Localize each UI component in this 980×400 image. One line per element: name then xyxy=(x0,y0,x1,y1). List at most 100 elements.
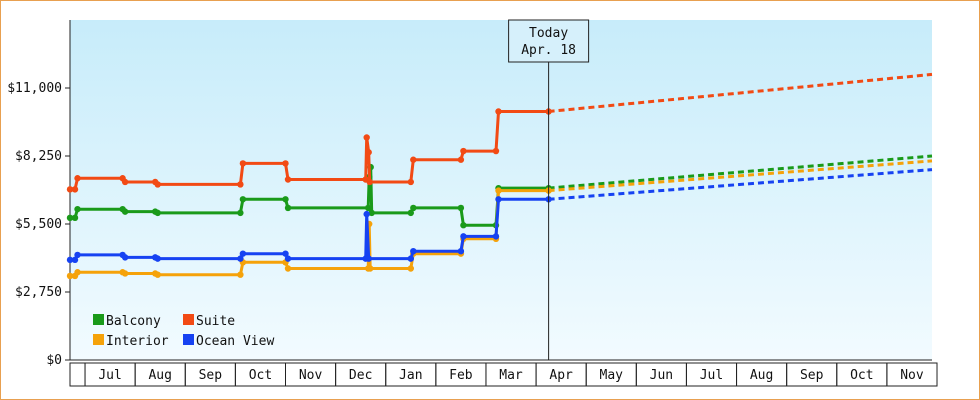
data-point xyxy=(284,265,292,272)
data-point xyxy=(495,196,502,203)
data-point xyxy=(239,250,247,257)
data-point xyxy=(410,156,417,163)
data-point xyxy=(363,210,370,218)
data-point xyxy=(284,176,292,183)
legend-label: Balcony xyxy=(106,314,161,329)
month-label: Aug xyxy=(750,368,773,383)
data-point xyxy=(457,156,465,163)
projection-line xyxy=(548,154,933,190)
data-point xyxy=(366,178,373,186)
projection-line xyxy=(548,168,933,201)
legend-label: Suite xyxy=(196,314,235,329)
y-tick-label: $5,500 xyxy=(15,217,62,232)
data-point xyxy=(284,255,292,262)
data-point xyxy=(121,254,129,261)
data-point xyxy=(364,204,372,212)
data-point xyxy=(66,256,74,264)
today-date: Apr. 18 xyxy=(521,43,576,58)
legend-swatch xyxy=(183,314,194,325)
data-point xyxy=(368,209,375,217)
month-label: Mar xyxy=(499,368,523,383)
data-point xyxy=(284,204,292,212)
legend-label: Ocean View xyxy=(196,334,274,349)
data-point xyxy=(495,108,502,115)
data-point xyxy=(366,265,374,272)
month-label: Feb xyxy=(449,368,473,383)
y-axis: $0 $2,750 $5,500 $8,250 $11,000 xyxy=(7,20,71,368)
y-tick-label: $2,750 xyxy=(15,285,62,300)
data-point xyxy=(363,134,370,141)
series-layer xyxy=(66,72,933,280)
month-label: Jan xyxy=(399,368,422,383)
data-point xyxy=(460,147,467,155)
projection-line xyxy=(548,72,933,113)
data-point xyxy=(410,204,417,212)
legend-swatch xyxy=(93,334,104,345)
data-point xyxy=(237,271,244,278)
month-label: Dec xyxy=(349,368,372,383)
data-point xyxy=(154,255,161,262)
month-label: Jul xyxy=(98,368,121,383)
data-point xyxy=(239,196,247,203)
data-point xyxy=(365,149,372,156)
month-label: May xyxy=(600,368,624,383)
month-label: Aug xyxy=(148,368,171,383)
data-point xyxy=(492,233,500,240)
data-point xyxy=(410,248,417,255)
y-tick-label: $8,250 xyxy=(15,149,62,164)
data-point xyxy=(407,265,414,272)
legend-label: Interior xyxy=(106,334,169,349)
data-point xyxy=(154,271,161,278)
y-tick-label: $0 xyxy=(46,353,62,368)
month-label: Oct xyxy=(249,368,272,383)
data-point xyxy=(407,255,414,262)
x-axis: Jul Aug Sep Oct Nov Dec Jan Feb Mar Apr May Jun Jul A… xyxy=(69,359,938,387)
data-point xyxy=(66,214,74,222)
y-tick-label: $11,000 xyxy=(7,81,62,96)
data-point xyxy=(237,209,244,217)
month-label: Apr xyxy=(549,368,573,383)
month-cell-stub xyxy=(69,362,86,387)
data-point xyxy=(237,255,244,262)
month-label: Sep xyxy=(800,368,824,383)
data-point xyxy=(121,178,129,186)
data-point xyxy=(66,186,74,193)
data-point xyxy=(154,181,161,188)
data-point xyxy=(74,251,81,259)
series-ocean-view xyxy=(66,168,933,264)
data-point xyxy=(74,269,81,276)
data-point xyxy=(66,272,74,280)
today-marker: Today Apr. 18 xyxy=(508,19,590,360)
data-point xyxy=(74,205,81,213)
projection-line xyxy=(548,159,933,193)
legend: Balcony Suite Interior Ocean View xyxy=(93,314,274,349)
month-label: Sep xyxy=(199,368,223,383)
data-point xyxy=(71,186,79,193)
month-label: Oct xyxy=(850,368,873,383)
legend-swatch xyxy=(183,334,194,345)
data-point xyxy=(154,209,161,217)
today-label: Today xyxy=(529,26,568,41)
series-suite xyxy=(66,72,933,193)
data-point xyxy=(121,270,129,277)
data-point xyxy=(239,160,247,167)
data-point xyxy=(74,175,81,182)
data-point xyxy=(407,209,414,217)
data-point xyxy=(71,214,79,222)
data-point xyxy=(121,208,129,215)
data-point xyxy=(282,160,289,167)
month-label: Jun xyxy=(650,368,673,383)
data-point xyxy=(495,187,502,194)
data-point xyxy=(460,233,467,240)
data-point xyxy=(457,248,465,255)
data-point xyxy=(492,147,500,155)
data-point xyxy=(71,256,79,264)
data-point xyxy=(457,204,465,212)
data-point xyxy=(237,181,244,188)
data-point xyxy=(407,178,414,186)
data-point xyxy=(460,222,467,229)
month-label: Nov xyxy=(900,368,924,383)
legend-swatch xyxy=(93,314,104,325)
data-point xyxy=(282,196,289,203)
